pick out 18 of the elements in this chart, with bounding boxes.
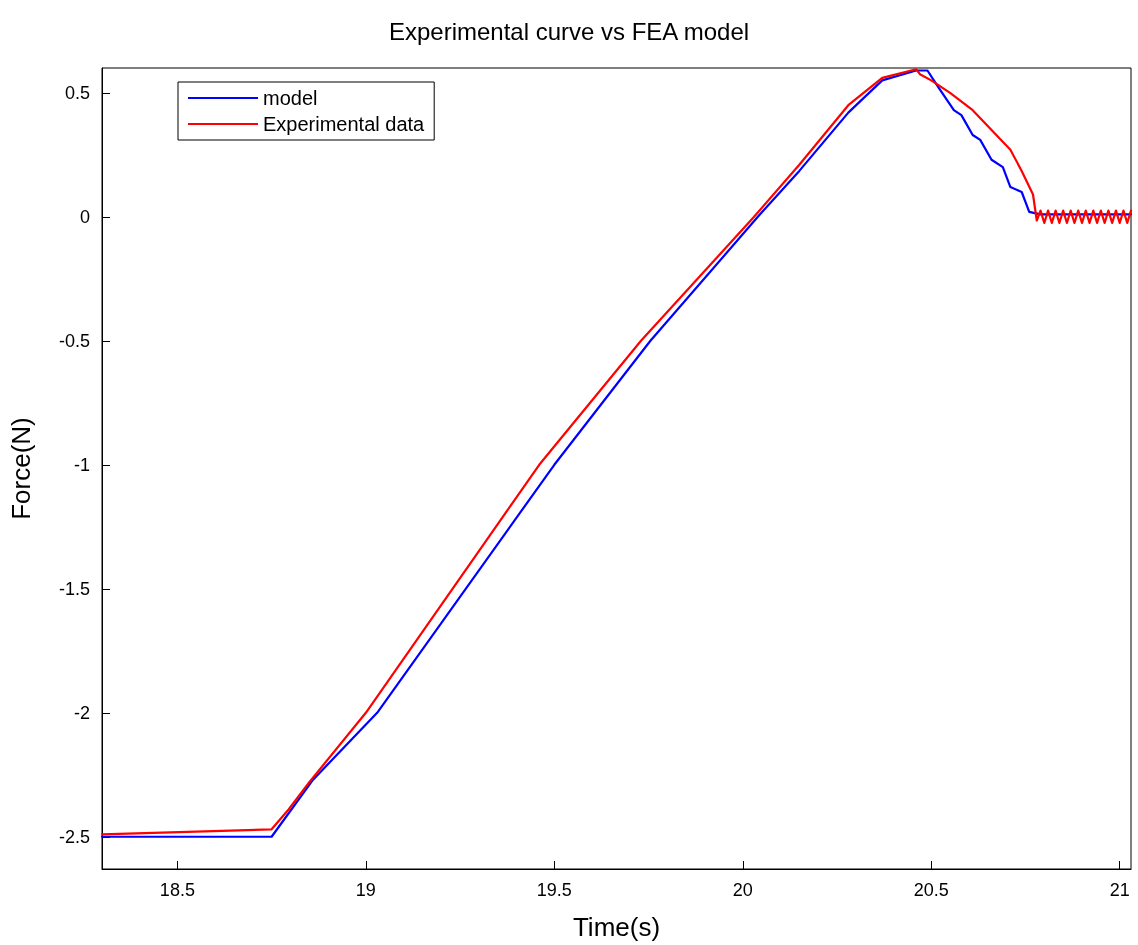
- y-tick-label: -2.5: [58, 826, 90, 847]
- chart-title: Experimental curve vs FEA model: [388, 17, 750, 45]
- y-tick-label: -0.5: [58, 330, 90, 351]
- x-tick-label: 19: [355, 880, 376, 900]
- x-tick-label: 19.5: [536, 880, 572, 900]
- y-tick-label: -1.5: [58, 578, 90, 599]
- x-tick-label: 21: [1109, 880, 1130, 900]
- y-tick-label: 0: [79, 206, 90, 227]
- y-tick-label: -1: [73, 454, 90, 475]
- x-tick-label: 18.5: [159, 880, 195, 900]
- y-tick-label: 0.5: [64, 82, 90, 103]
- y-axis-title: Force(N): [6, 417, 36, 520]
- y-tick-label: -2: [73, 702, 90, 723]
- x-tick-label: 20.5: [913, 880, 949, 900]
- x-axis-title: Time(s): [572, 912, 661, 942]
- x-tick-label: 20: [732, 880, 753, 900]
- legend-label: model: [263, 87, 318, 109]
- legend-label: Experimental data: [263, 113, 426, 135]
